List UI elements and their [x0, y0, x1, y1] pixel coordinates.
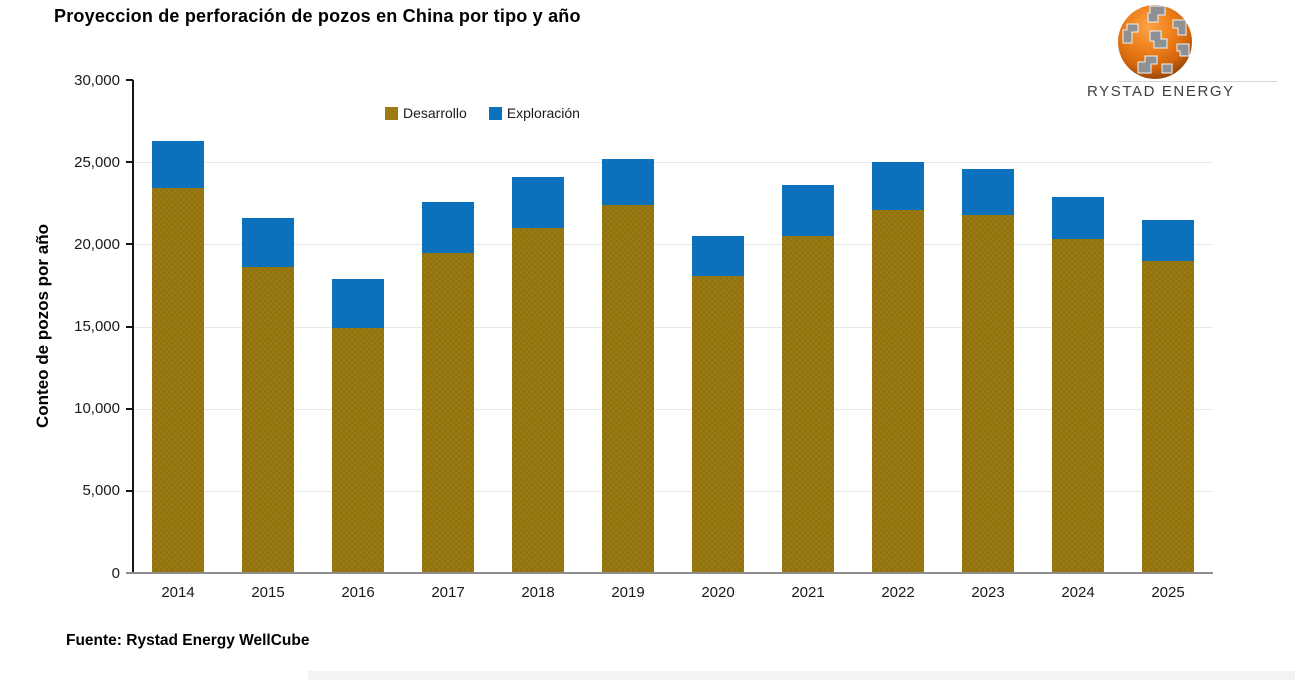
bar-2020-desarrollo: [692, 275, 744, 573]
y-tick-mark: [126, 407, 133, 410]
bar-2019-exploracion: [602, 158, 654, 205]
legend-item-exploracion: Exploración: [488, 105, 580, 121]
logo-divider: [1117, 81, 1277, 82]
x-tick-label-2019: 2019: [611, 584, 645, 601]
bar-2016-desarrollo: [332, 328, 384, 573]
y-tick-mark: [126, 325, 133, 328]
legend-swatch: [488, 106, 502, 120]
gridline-20000: [133, 244, 1213, 246]
bar-2015-desarrollo: [242, 267, 294, 573]
y-tick-label: 0: [111, 564, 120, 582]
legend-label: Desarrollo: [403, 105, 467, 121]
globe-icon: [1118, 5, 1192, 79]
bar-2022-desarrollo: [872, 209, 924, 573]
legend-swatch: [385, 106, 398, 120]
y-tick-label: 20,000: [74, 235, 120, 253]
bottom-band: [308, 671, 1295, 680]
x-tick-label-2020: 2020: [701, 584, 735, 601]
source-note: Fuente: Rystad Energy WellCube: [66, 632, 310, 649]
legend: Desarrollo Exploración: [385, 105, 580, 121]
x-tick-label-2018: 2018: [521, 584, 555, 601]
bar-2014-desarrollo: [152, 188, 204, 573]
y-tick-mark: [126, 161, 133, 164]
bar-2016-exploracion: [332, 278, 384, 329]
bar-2024-exploracion: [1052, 196, 1104, 240]
x-tick-label-2024: 2024: [1061, 584, 1095, 601]
bar-2024-desarrollo: [1052, 239, 1104, 573]
y-tick-label: 15,000: [74, 318, 120, 335]
x-tick-label-2025: 2025: [1151, 584, 1185, 601]
bar-2022-exploracion: [872, 162, 924, 210]
x-tick-label-2017: 2017: [431, 584, 465, 601]
bar-2021-exploracion: [782, 185, 834, 237]
legend-item-desarrollo: Desarrollo: [385, 105, 467, 121]
bar-2021-desarrollo: [782, 236, 834, 573]
bar-2023-desarrollo: [962, 214, 1014, 573]
logo-wordmark: RYSTAD ENERGY: [1087, 83, 1235, 100]
x-tick-label-2023: 2023: [971, 584, 1005, 601]
y-tick-mark: [126, 79, 133, 81]
y-tick-label: 5,000: [82, 482, 120, 500]
chart-title: Proyeccion de perforación de pozos en Ch…: [54, 6, 581, 26]
bar-2023-exploracion: [962, 168, 1014, 215]
legend-label: Exploración: [506, 105, 580, 121]
gridline-15000: [133, 326, 1213, 328]
bar-2017-desarrollo: [422, 252, 474, 573]
x-tick-label-2015: 2015: [251, 584, 285, 601]
gridline-25000: [133, 162, 1213, 164]
bar-2018-exploracion: [512, 176, 564, 228]
y-tick-mark: [126, 489, 133, 492]
y-tick-label: 25,000: [74, 153, 120, 171]
y-tick-label: 10,000: [74, 400, 120, 418]
x-tick-label-2021: 2021: [791, 584, 825, 601]
y-axis-line: [132, 80, 134, 574]
bar-2018-desarrollo: [512, 227, 564, 573]
bar-2020-exploracion: [692, 236, 744, 276]
x-tick-label-2022: 2022: [881, 584, 915, 601]
bar-2015-exploracion: [242, 218, 294, 268]
y-tick-mark: [126, 243, 133, 246]
bar-2025-desarrollo: [1142, 260, 1194, 573]
x-tick-label-2016: 2016: [341, 584, 375, 601]
plot-area: [133, 80, 1213, 573]
rystad-energy-logo: RYSTAD ENERGY: [1080, 0, 1290, 104]
bar-2019-desarrollo: [602, 204, 654, 573]
bar-2014-exploracion: [152, 140, 204, 189]
gridline-10000: [133, 408, 1213, 410]
gridline-5000: [133, 490, 1213, 492]
bar-2017-exploracion: [422, 201, 474, 253]
x-tick-label-2014: 2014: [161, 584, 195, 601]
y-tick-label: 30,000: [74, 71, 120, 89]
x-axis-line: [126, 572, 1213, 574]
bar-2025-exploracion: [1142, 219, 1194, 261]
